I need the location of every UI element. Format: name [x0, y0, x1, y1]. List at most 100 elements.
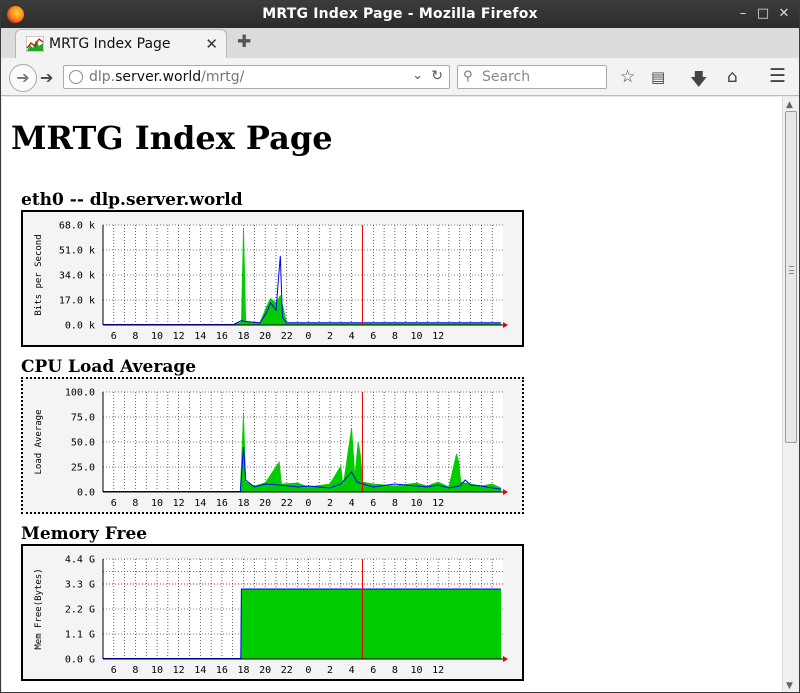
x-tick-label: 0: [305, 665, 311, 676]
maximize-icon[interactable]: □: [756, 6, 770, 21]
title-bar: MRTG Index Page - Mozilla Firefox – □ ✕: [1, 1, 799, 28]
home-icon[interactable]: ⌂: [727, 67, 738, 87]
y-tick-label: 50.0: [71, 438, 95, 449]
x-tick-label: 0: [305, 331, 311, 342]
x-tick-label: 8: [132, 498, 138, 509]
back-icon[interactable]: ➔: [9, 64, 37, 92]
close-icon[interactable]: ✕: [778, 6, 790, 21]
x-tick-label: 22: [281, 498, 293, 509]
tab-mrtg-index[interactable]: MRTG Index Page ✕: [15, 29, 227, 59]
y-tick-label: 75.0: [71, 413, 95, 424]
x-tick-label: 8: [392, 331, 398, 342]
download-icon[interactable]: 🡇: [690, 70, 708, 90]
mrtg-favicon-icon: [26, 36, 44, 52]
scrollbar[interactable]: ▲ ▼: [782, 97, 799, 692]
y-axis-label: Bits per Second: [34, 234, 44, 315]
y-axis-label: Mem Free(Bytes): [34, 568, 44, 649]
search-input[interactable]: ⚲ Search: [457, 65, 607, 89]
x-tick-label: 20: [259, 498, 271, 509]
scroll-up-icon[interactable]: ▲: [786, 100, 793, 110]
x-tick-label: 10: [410, 498, 422, 509]
globe-icon: [69, 70, 83, 84]
tab-label: MRTG Index Page: [49, 36, 171, 52]
x-tick-label: 12: [432, 665, 444, 676]
x-tick-label: 10: [410, 665, 422, 676]
bookmark-star-icon[interactable]: ☆: [620, 67, 636, 87]
y-tick-label: 17.0 k: [59, 296, 95, 307]
x-tick-label: 6: [370, 498, 376, 509]
y-tick-label: 1.1 G: [65, 630, 95, 641]
reading-list-icon[interactable]: ▤: [651, 68, 666, 86]
tab-strip: MRTG Index Page ✕ ✚: [1, 28, 799, 59]
forward-icon[interactable]: ➔: [40, 68, 54, 87]
y-tick-label: 100.0: [65, 388, 95, 399]
x-tick-label: 18: [238, 665, 250, 676]
graph-title-cpu[interactable]: CPU Load Average: [21, 357, 197, 377]
x-tick-label: 12: [432, 331, 444, 342]
new-tab-icon[interactable]: ✚: [237, 32, 252, 52]
y-tick-label: 0.0: [77, 488, 95, 499]
navigation-bar: ➔ ➔ dlp.server.world/mrtg/ ⌄ ↻ ⚲ Search …: [1, 58, 799, 96]
x-tick-label: 2: [327, 498, 333, 509]
window-title: MRTG Index Page - Mozilla Firefox: [262, 6, 538, 22]
url-bar[interactable]: dlp.server.world/mrtg/ ⌄ ↻: [63, 65, 450, 89]
x-tick-label: 14: [194, 665, 206, 676]
minimize-icon[interactable]: –: [739, 6, 747, 21]
x-tick-label: 22: [281, 665, 293, 676]
y-tick-label: 2.2 G: [65, 605, 95, 616]
tab-close-icon[interactable]: ✕: [205, 35, 218, 53]
page-content: MRTG Index Page eth0 -- dlp.server.world…: [2, 97, 782, 692]
page-title: MRTG Index Page: [11, 119, 333, 157]
graph-title-eth0[interactable]: eth0 -- dlp.server.world: [21, 190, 243, 210]
search-icon: ⚲: [463, 69, 473, 84]
series-line-out: [240, 588, 501, 660]
y-axis-label: Load Average: [34, 409, 44, 474]
x-tick-label: 16: [216, 665, 228, 676]
series-area-in: [232, 227, 502, 326]
scroll-down-icon[interactable]: ▼: [786, 681, 793, 691]
y-tick-label: 3.3 G: [65, 580, 95, 591]
dropdown-icon[interactable]: ⌄: [412, 68, 423, 83]
x-tick-label: 8: [132, 331, 138, 342]
reload-icon[interactable]: ↻: [431, 68, 443, 84]
x-tick-label: 6: [370, 665, 376, 676]
x-tick-label: 0: [305, 498, 311, 509]
x-tick-label: 4: [349, 665, 355, 676]
x-axis-arrow: [503, 322, 508, 328]
menu-icon[interactable]: ☰: [769, 65, 787, 87]
y-tick-label: 51.0 k: [59, 246, 95, 257]
url-text[interactable]: dlp.server.world/mrtg/: [89, 69, 245, 85]
y-tick-label: 68.0 k: [59, 221, 95, 232]
y-tick-label: 0.0 k: [65, 321, 95, 332]
graph-title-memory[interactable]: Memory Free: [21, 524, 148, 544]
x-tick-label: 16: [216, 331, 228, 342]
x-tick-label: 22: [281, 331, 293, 342]
x-tick-label: 2: [327, 665, 333, 676]
x-tick-label: 8: [132, 665, 138, 676]
search-placeholder: Search: [482, 69, 531, 85]
x-tick-label: 18: [238, 498, 250, 509]
x-tick-label: 2: [327, 331, 333, 342]
x-tick-label: 14: [194, 331, 206, 342]
x-axis-arrow: [503, 489, 508, 495]
y-tick-label: 4.4 G: [65, 555, 95, 566]
x-tick-label: 20: [259, 331, 271, 342]
x-axis-arrow: [503, 656, 508, 662]
x-tick-label: 12: [173, 331, 185, 342]
x-tick-label: 6: [111, 665, 117, 676]
x-tick-label: 10: [151, 665, 163, 676]
x-tick-label: 10: [151, 498, 163, 509]
x-tick-label: 20: [259, 665, 271, 676]
x-tick-label: 4: [349, 498, 355, 509]
x-tick-label: 8: [392, 665, 398, 676]
graph-memory-free[interactable]: 4.4 G 3.3 G 2.2 G 1.1 G 0.0 G 6 8 10 12 14 16 18 20 2…: [21, 544, 524, 681]
x-tick-label: 16: [216, 498, 228, 509]
firefox-logo-icon: [7, 6, 24, 23]
x-tick-label: 12: [432, 498, 444, 509]
x-tick-label: 6: [111, 331, 117, 342]
scrollbar-thumb[interactable]: [785, 111, 797, 443]
graph-eth0[interactable]: 68.0 k 51.0 k 34.0 k 17.0 k 0.0 k 6 8 10 12 14 16 1…: [21, 210, 524, 347]
graph-cpu-load[interactable]: 100.0 75.0 50.0 25.0 0.0 6 8 10 12 14 16 18 20 22 0 2 4 6…: [21, 377, 524, 514]
series-area-in: [240, 589, 502, 660]
